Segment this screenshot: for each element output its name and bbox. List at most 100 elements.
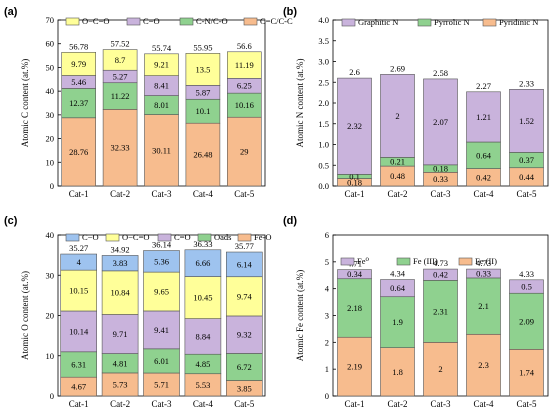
bar-total-label: 35.27 — [69, 243, 88, 253]
panel-letter-b: (b) — [283, 6, 297, 18]
bar-total-label: 4.73 — [476, 258, 491, 268]
bar-value-label: 2.18 — [347, 303, 362, 313]
y-tick-label: 1 — [325, 364, 329, 374]
panel-letter-a: (a) — [4, 6, 18, 18]
bar-segment — [61, 117, 97, 187]
bar-value-label: 6.14 — [237, 259, 253, 269]
legend-label: Pyrrolic N — [434, 17, 470, 27]
bar-segment — [509, 279, 544, 294]
bar-segment — [226, 315, 263, 354]
legend-swatch — [126, 17, 141, 26]
bar-segment — [60, 253, 98, 271]
bar-value-label: 2.31 — [433, 306, 448, 316]
legend-swatch — [197, 233, 212, 242]
bar-value-label: 1.52 — [519, 116, 534, 126]
bar-segment — [509, 89, 544, 153]
bar-value-label: 11.22 — [111, 91, 130, 101]
bar-segment — [226, 251, 263, 278]
x-tick-label: Cat-3 — [431, 399, 451, 409]
legend-swatch — [65, 17, 80, 26]
panel-letter-d: (d) — [283, 215, 297, 227]
legend-swatch — [396, 257, 411, 266]
bar-total-label: 2.6 — [349, 67, 360, 77]
bar-segment — [185, 122, 221, 187]
x-tick-label: Cat-4 — [474, 399, 494, 409]
x-tick-label: Cat-1 — [69, 399, 89, 409]
bar-total-label: 4.73 — [433, 258, 448, 268]
legend-label: Fe (II) — [475, 256, 497, 266]
y-tick-label: 20 — [46, 134, 55, 144]
legend-label: O−C=O — [82, 16, 110, 26]
bar-segment — [185, 53, 221, 86]
bar-segment — [466, 333, 501, 397]
y-tick-label: 40 — [46, 86, 55, 96]
bar-value-label: 10.14 — [69, 326, 89, 336]
bar-value-label: 10.16 — [235, 100, 254, 110]
y-tick-label: 10 — [46, 157, 55, 167]
bar-segment — [143, 310, 180, 350]
bar-total-label: 4.34 — [390, 269, 406, 279]
bar-value-label: 6.72 — [237, 362, 252, 372]
bar-segment — [337, 278, 372, 338]
bar-segment — [184, 318, 222, 355]
bar-segment — [423, 342, 458, 397]
bar-value-label: 0.1 — [349, 171, 360, 181]
bar-segment — [466, 91, 501, 143]
bar-segment — [337, 269, 372, 280]
y-tick-label: 3 — [325, 311, 329, 321]
bar-value-label: 10.45 — [193, 293, 212, 303]
x-tick-label: Cat-4 — [193, 399, 213, 409]
x-tick-label: Cat-5 — [234, 399, 254, 409]
bar-value-label: 28.76 — [69, 147, 88, 157]
y-tick-label: 30 — [46, 270, 55, 280]
bar-segment — [380, 279, 415, 298]
bar-value-label: 30.11 — [152, 145, 171, 155]
bar-value-label: 5.53 — [195, 380, 210, 390]
x-tick-label: Cat-3 — [152, 399, 172, 409]
bar-value-label: 5.73 — [113, 379, 128, 389]
bar-value-label: 10.15 — [69, 286, 88, 296]
bar-value-label: 2.1 — [478, 301, 489, 311]
legend-label: O−C=O — [122, 232, 150, 242]
bar-total-label: 56.6 — [237, 41, 252, 51]
bar-value-label: 9.79 — [71, 59, 86, 69]
bar-segment — [337, 77, 372, 175]
legend-swatch — [482, 18, 497, 27]
legend-label: C-N/C-O — [196, 16, 228, 26]
bar-value-label: 32.33 — [111, 143, 130, 153]
bar-value-label: 29 — [240, 147, 249, 157]
bar-value-label: 5.36 — [154, 256, 169, 266]
bar-value-label: 0.21 — [390, 157, 405, 167]
bar-total-label: 56.78 — [69, 41, 88, 51]
y-tick-label: 6 — [325, 230, 329, 240]
bar-total-label: 2.27 — [476, 81, 491, 91]
y-tick-label: 5 — [325, 257, 329, 267]
bar-segment — [143, 271, 180, 312]
legend-swatch — [340, 257, 355, 266]
legend-swatch — [179, 17, 194, 26]
bar-segment — [60, 351, 98, 378]
bar-value-label: 5.71 — [154, 380, 169, 390]
bar-value-label: 8.41 — [154, 81, 169, 91]
bar-total-label: 36.14 — [152, 240, 172, 250]
bar-total-label: 2.58 — [433, 68, 448, 78]
x-tick-label: Cat-2 — [110, 399, 130, 409]
bar-value-label: 0.33 — [433, 174, 448, 184]
bar-value-label: 5.87 — [195, 87, 210, 97]
bar-value-label: 3.85 — [237, 383, 252, 393]
bar-total-label: 34.92 — [111, 244, 130, 254]
bar-value-label: 2.07 — [433, 117, 448, 127]
legend-swatch — [458, 257, 473, 266]
bar-value-label: 1.21 — [476, 112, 491, 122]
y-tick-label: 20 — [46, 311, 55, 321]
bar-segment — [102, 109, 138, 187]
legend-swatch — [157, 233, 172, 242]
y-tick-label: 0.0 — [318, 181, 329, 191]
y-axis-label: Atomic Fe content (at.%) — [295, 270, 305, 361]
x-tick-label: Cat-3 — [152, 189, 172, 199]
bar-value-label: 0.64 — [390, 283, 406, 293]
bar-value-label: 26.48 — [193, 150, 212, 160]
bar-segment — [101, 255, 139, 272]
bar-segment — [144, 53, 179, 76]
y-tick-label: 2.5 — [318, 77, 329, 87]
